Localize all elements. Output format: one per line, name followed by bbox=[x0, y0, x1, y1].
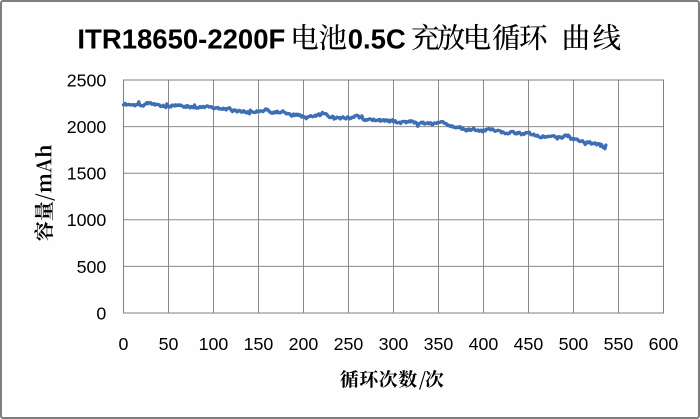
svg-text:2000: 2000 bbox=[67, 117, 107, 137]
svg-text:400: 400 bbox=[469, 334, 499, 354]
svg-text:350: 350 bbox=[424, 334, 454, 354]
svg-text:250: 250 bbox=[334, 334, 364, 354]
svg-text:100: 100 bbox=[199, 334, 229, 354]
svg-text:150: 150 bbox=[244, 334, 274, 354]
svg-text:500: 500 bbox=[559, 334, 589, 354]
svg-text:300: 300 bbox=[379, 334, 409, 354]
svg-text:500: 500 bbox=[77, 257, 107, 277]
svg-text:2500: 2500 bbox=[67, 70, 107, 90]
svg-text:600: 600 bbox=[649, 334, 679, 354]
svg-text:50: 50 bbox=[159, 334, 179, 354]
svg-text:0: 0 bbox=[96, 303, 106, 323]
svg-text:0: 0 bbox=[119, 334, 129, 354]
svg-text:ITR18650-2200F: ITR18650-2200F bbox=[77, 24, 285, 55]
svg-text:1500: 1500 bbox=[67, 164, 107, 184]
svg-text:0.5C: 0.5C bbox=[348, 24, 406, 55]
svg-text:550: 550 bbox=[604, 334, 634, 354]
svg-text:200: 200 bbox=[289, 334, 319, 354]
svg-text:1000: 1000 bbox=[67, 210, 107, 230]
svg-text:450: 450 bbox=[514, 334, 544, 354]
